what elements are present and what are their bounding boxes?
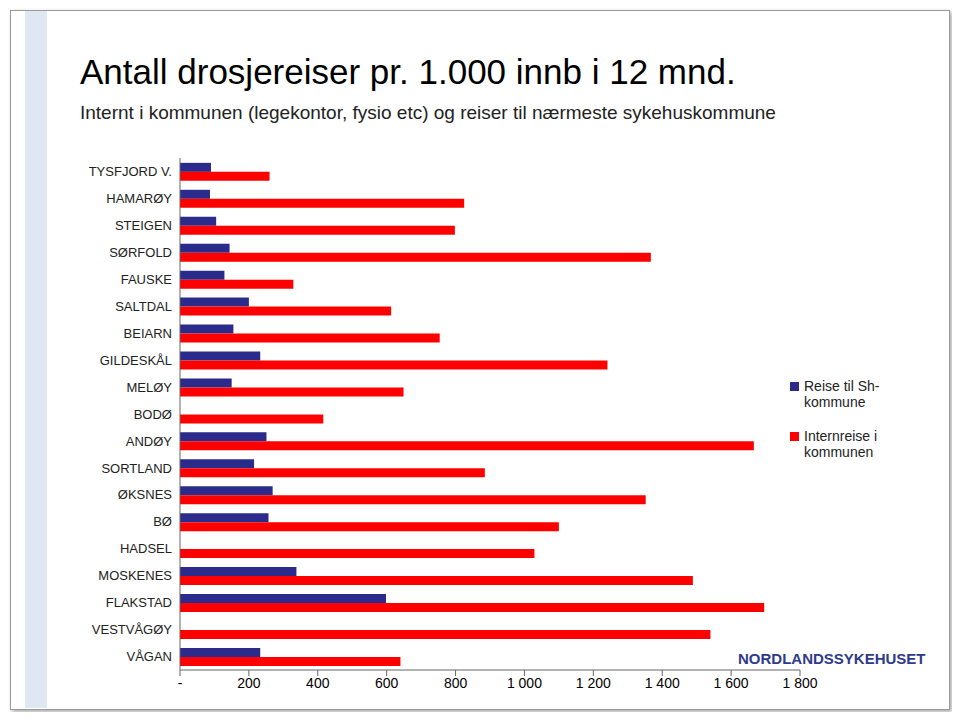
svg-text:-: - xyxy=(178,675,183,691)
html-text:NORDLANDSSYKEHUSET: NORDLANDSSYKEHUSET xyxy=(738,650,926,667)
html-text:Internt i kommunen (legekontor: Internt i kommunen (legekontor, fysio et… xyxy=(80,102,776,123)
svg-text:HAMARØY: HAMARØY xyxy=(106,191,172,206)
svg-text:TYSFJORD V.: TYSFJORD V. xyxy=(89,164,172,179)
html-text:Reise til Sh-kommune: Reise til Sh-kommune xyxy=(804,377,880,410)
svg-text:ANDØY: ANDØY xyxy=(126,434,173,449)
svg-text:1 400: 1 400 xyxy=(645,675,680,691)
svg-text:FLAKSTAD: FLAKSTAD xyxy=(106,595,172,610)
svg-text:400: 400 xyxy=(306,675,330,691)
svg-text:BØ: BØ xyxy=(153,514,172,529)
svg-text:SORTLAND: SORTLAND xyxy=(101,461,172,476)
svg-text:STEIGEN: STEIGEN xyxy=(115,218,172,233)
svg-text:VESTVÅGØY: VESTVÅGØY xyxy=(92,622,173,637)
svg-text:GILDESKÅL: GILDESKÅL xyxy=(100,353,172,368)
svg-text:1 200: 1 200 xyxy=(576,675,611,691)
svg-text:MELØY: MELØY xyxy=(126,380,172,395)
svg-text:1 600: 1 600 xyxy=(714,675,749,691)
svg-text:FAUSKE: FAUSKE xyxy=(121,272,173,287)
html-text:Internreise i kommunen: Internreise i kommunen xyxy=(804,427,878,460)
svg-text:1 800: 1 800 xyxy=(782,675,817,691)
svg-text:BODØ: BODØ xyxy=(134,407,172,422)
svg-text:HADSEL: HADSEL xyxy=(120,541,172,556)
svg-text:600: 600 xyxy=(375,675,399,691)
svg-text:200: 200 xyxy=(237,675,261,691)
svg-text:ØKSNES: ØKSNES xyxy=(118,487,173,502)
svg-text:800: 800 xyxy=(444,675,468,691)
svg-text:1 000: 1 000 xyxy=(507,675,542,691)
svg-text:VÅGAN: VÅGAN xyxy=(126,649,172,664)
svg-text:SØRFOLD: SØRFOLD xyxy=(109,245,172,260)
svg-text:MOSKENES: MOSKENES xyxy=(98,568,172,583)
html-text:Antall drosjereiser pr. 1.000: Antall drosjereiser pr. 1.000 innb i 12 … xyxy=(80,52,736,91)
svg-text:BEIARN: BEIARN xyxy=(124,326,172,341)
svg-text:SALTDAL: SALTDAL xyxy=(115,299,172,314)
